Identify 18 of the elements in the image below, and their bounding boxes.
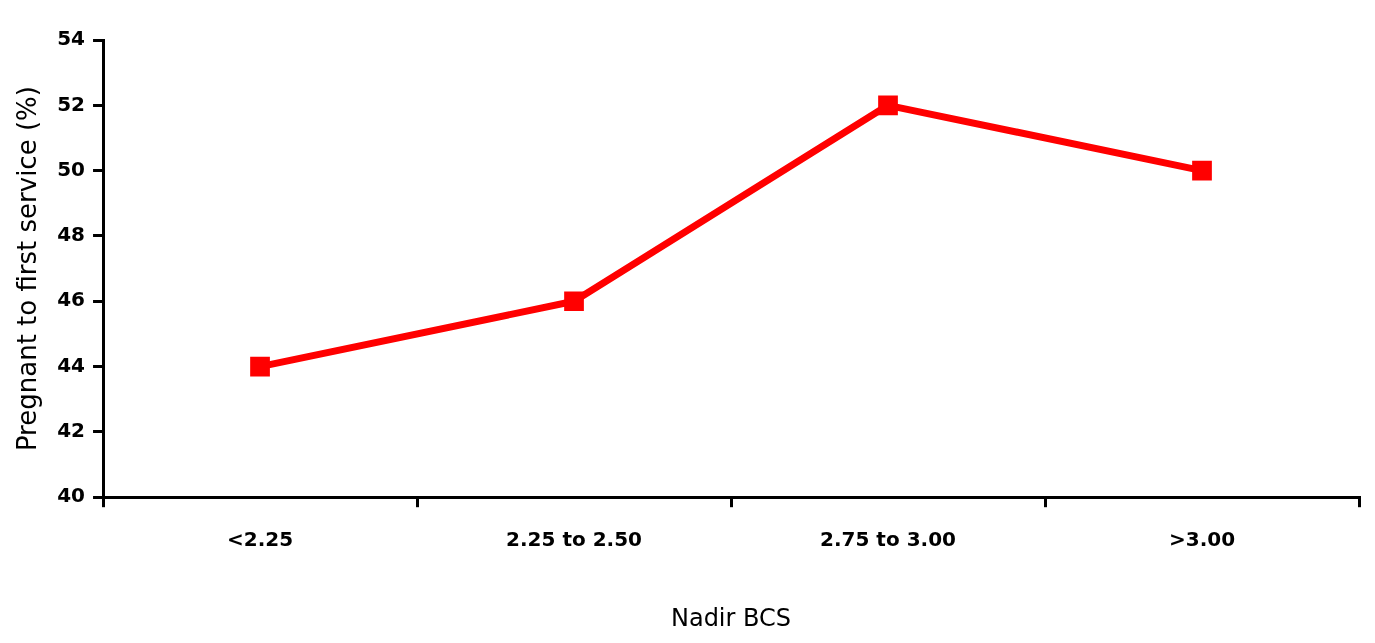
y-tick-label: 50 — [57, 156, 86, 181]
x-tick-label: >3.00 — [1168, 527, 1236, 552]
y-tick-label: 44 — [57, 352, 86, 377]
x-tick-label: 2.75 to 3.00 — [820, 527, 956, 552]
y-axis-title: Pregnant to first service (%) — [12, 86, 43, 452]
point — [564, 291, 584, 312]
y-tick-label: 42 — [57, 418, 86, 443]
x-axis-title: Nadir BCS — [670, 603, 792, 632]
point — [878, 95, 898, 116]
y-tick-label: 46 — [57, 287, 86, 312]
point — [250, 356, 270, 377]
y-tick-label: 54 — [57, 26, 86, 51]
y-tick-label: 52 — [57, 91, 86, 116]
y-tick-label: 40 — [57, 483, 86, 508]
x-tick-label: 2.25 to 2.50 — [506, 527, 642, 552]
y-tick-label: 48 — [57, 222, 86, 247]
x-tick-label: <2.25 — [226, 527, 294, 552]
point — [1192, 160, 1212, 181]
